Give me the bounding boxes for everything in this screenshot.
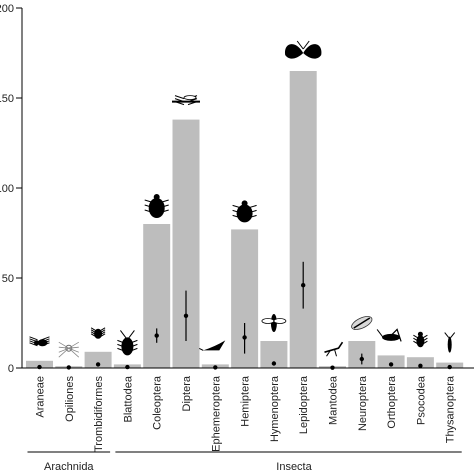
category-label: Diptera (181, 375, 193, 411)
point-trombidiformes (95, 362, 101, 367)
y-tick-label: 0 (8, 363, 14, 375)
category-label: Hymenoptera (269, 375, 281, 442)
point-coleoptera (154, 333, 159, 338)
mantis-icon (324, 341, 344, 357)
y-tick-label: 200 (0, 3, 14, 15)
cockroach-icon (117, 330, 138, 356)
mite-icon (90, 327, 106, 339)
bar-orthoptera (377, 355, 405, 368)
bar-araneae (26, 360, 53, 368)
bar-coleoptera (143, 224, 171, 368)
beetle-icon (144, 194, 169, 218)
bar-lepidoptera (289, 71, 317, 368)
moth-icon (284, 40, 322, 59)
category-label: Mantodea (328, 375, 340, 425)
bar-psocodea (406, 357, 434, 368)
thrips-icon (444, 332, 456, 353)
category-label: Coleoptera (152, 375, 164, 430)
point-neuroptera (359, 356, 364, 362)
point-opiliones (66, 365, 72, 370)
point-thysanoptera (447, 364, 452, 370)
y-axis: 0 50 100 150 200 (0, 3, 23, 375)
bar-trombidiformes (84, 351, 112, 368)
category-label: Hemiptera (240, 375, 252, 427)
point-psocodea (418, 363, 423, 369)
booklouse-icon (413, 331, 428, 348)
point-hymenoptera (271, 361, 277, 366)
harvestman-icon (58, 341, 80, 358)
point-araneae (37, 364, 42, 370)
taxon-icons (29, 40, 456, 358)
category-label: Orthoptera (386, 375, 398, 428)
category-labels: Araneae Opiliones Trombidiformes Blattodea C… (35, 375, 457, 452)
category-label: Trombidiformes (93, 376, 105, 452)
point-hemiptera (242, 335, 247, 340)
category-label: Psocodea (415, 375, 427, 425)
category-label: Ephemeroptera (210, 375, 222, 452)
point-orthoptera (388, 362, 394, 367)
group-label: Arachnida (44, 461, 94, 473)
category-label: Blattodea (122, 375, 134, 422)
point-blattodea (125, 364, 130, 370)
group-label: Insecta (276, 461, 312, 473)
category-label: Araneae (35, 376, 47, 418)
mosquito-icon (172, 95, 200, 106)
spider-icon (29, 336, 50, 347)
category-label: Neuroptera (357, 375, 369, 431)
group-brackets: Arachnida Insecta (27, 451, 462, 473)
grasshopper-icon (376, 328, 402, 342)
category-label: Lepidoptera (298, 375, 310, 434)
stink-bug-icon (232, 200, 257, 223)
point-ephemeroptera (213, 365, 218, 370)
category-label: Opiliones (64, 376, 76, 422)
wasp-icon (261, 314, 287, 332)
point-lepidoptera (301, 283, 306, 288)
mayfly-icon (199, 340, 226, 351)
point-diptera (183, 313, 189, 318)
y-tick-label: 50 (2, 273, 14, 285)
lacewing-icon (351, 316, 373, 330)
y-tick-label: 150 (0, 93, 14, 105)
category-label: Thysanoptera (445, 375, 457, 443)
y-tick-label: 100 (0, 183, 14, 195)
